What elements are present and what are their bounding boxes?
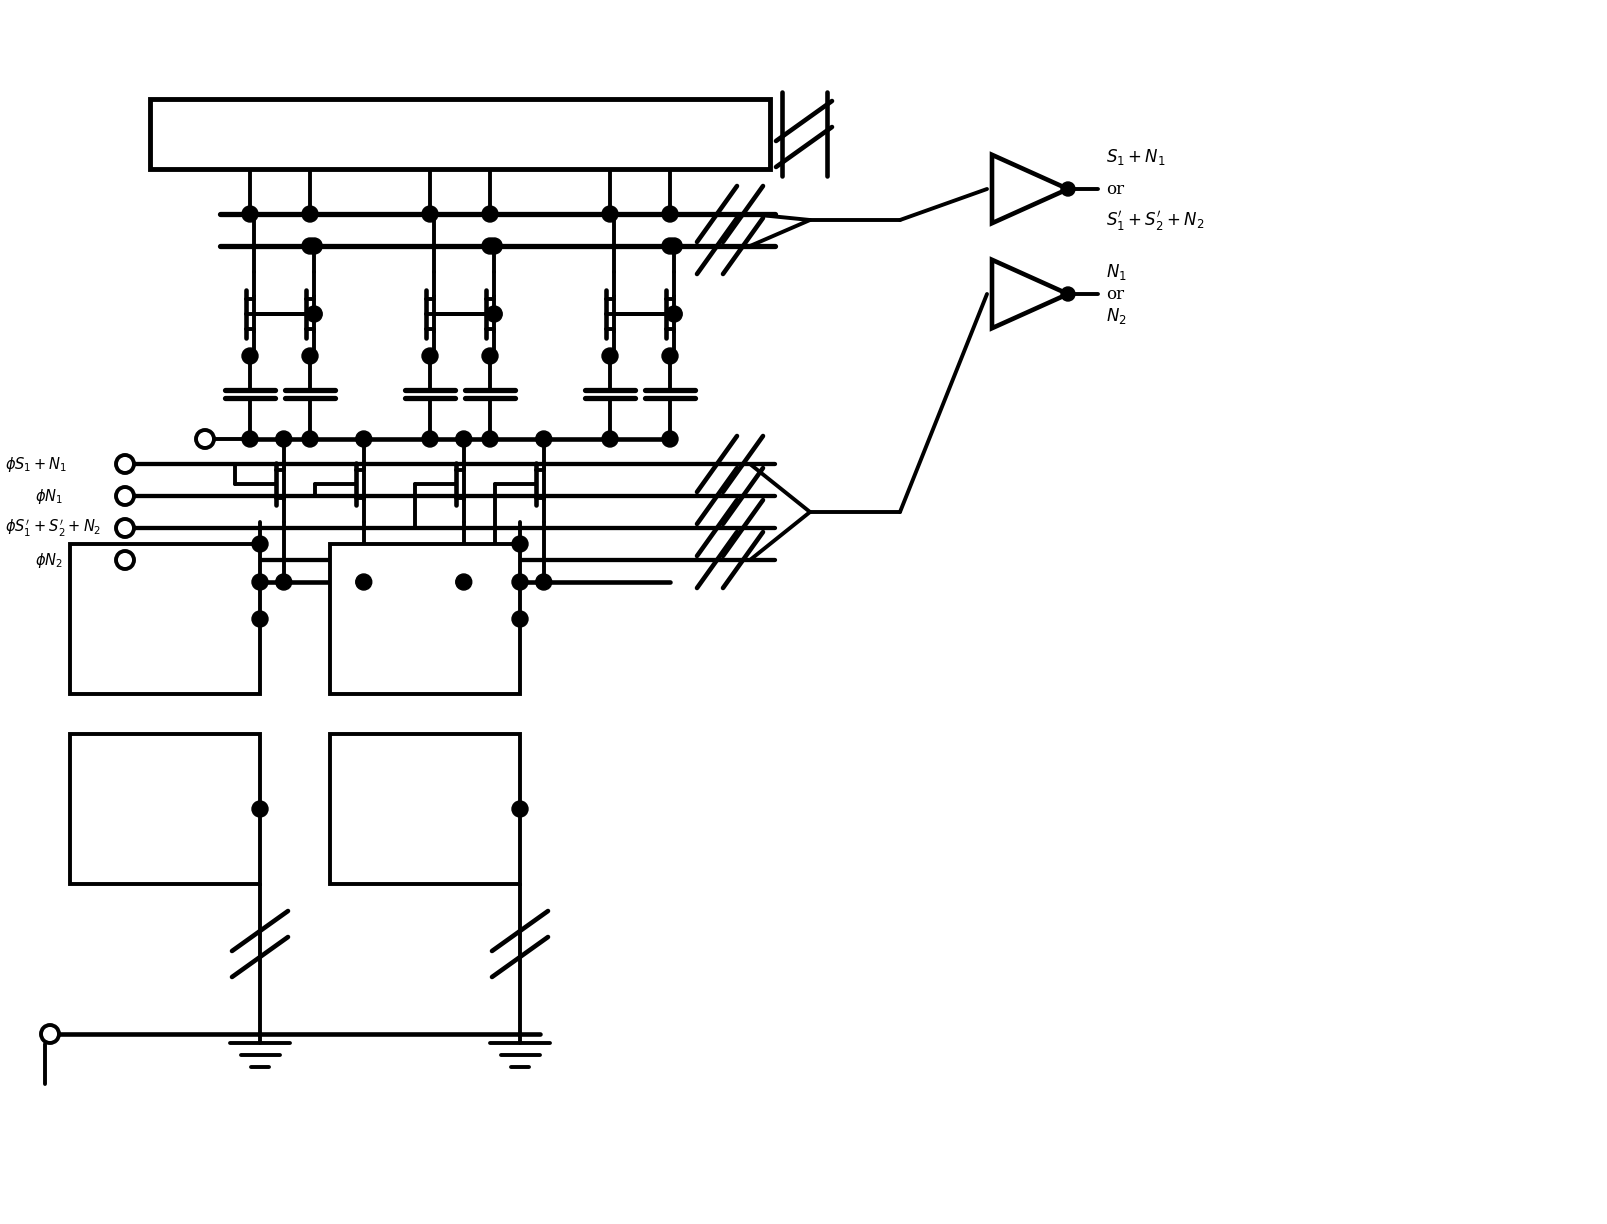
Circle shape — [252, 574, 268, 590]
Circle shape — [355, 431, 371, 447]
Circle shape — [482, 206, 498, 222]
Circle shape — [302, 206, 318, 222]
Text: Pixel: Pixel — [400, 610, 448, 628]
Circle shape — [662, 348, 678, 364]
Text: $N_2$: $N_2$ — [1106, 306, 1127, 326]
Circle shape — [603, 348, 619, 364]
Circle shape — [456, 431, 472, 447]
Circle shape — [243, 431, 259, 447]
Circle shape — [423, 206, 439, 222]
Polygon shape — [992, 259, 1069, 328]
Circle shape — [487, 237, 503, 255]
Polygon shape — [992, 154, 1069, 223]
Text: Pixel: Pixel — [400, 800, 448, 818]
Circle shape — [513, 611, 529, 627]
Circle shape — [513, 536, 529, 552]
Bar — [329, 543, 521, 694]
Text: $\phi N_2$: $\phi N_2$ — [35, 551, 63, 569]
Text: $N_1$: $N_1$ — [1106, 262, 1127, 282]
Circle shape — [252, 536, 268, 552]
Circle shape — [302, 237, 318, 255]
Circle shape — [535, 574, 551, 590]
Circle shape — [252, 800, 268, 816]
Circle shape — [662, 206, 678, 222]
Circle shape — [482, 431, 498, 447]
Circle shape — [116, 487, 133, 506]
Circle shape — [302, 431, 318, 447]
Circle shape — [252, 611, 268, 627]
Circle shape — [423, 431, 439, 447]
Bar — [71, 543, 260, 694]
Circle shape — [667, 237, 683, 255]
Circle shape — [513, 574, 529, 590]
Circle shape — [307, 237, 321, 255]
Text: $\phi N_1$: $\phi N_1$ — [35, 486, 63, 506]
Circle shape — [276, 431, 292, 447]
Circle shape — [276, 574, 292, 590]
Circle shape — [603, 431, 619, 447]
Circle shape — [423, 348, 439, 364]
Text: $\phi S_1+N_1$: $\phi S_1+N_1$ — [5, 454, 67, 474]
Circle shape — [603, 206, 619, 222]
Circle shape — [307, 306, 321, 322]
Bar — [71, 734, 260, 884]
Text: Pixel: Pixel — [141, 800, 190, 818]
Circle shape — [1061, 286, 1075, 301]
Circle shape — [482, 348, 498, 364]
Text: Pixel: Pixel — [141, 610, 190, 628]
Text: $SR^H$: $SR^H$ — [405, 120, 453, 148]
Text: or: or — [1106, 180, 1125, 197]
Circle shape — [42, 1024, 59, 1043]
Text: $\phi S_1'+S_2'+N_2$: $\phi S_1'+S_2'+N_2$ — [5, 518, 101, 539]
Circle shape — [456, 574, 472, 590]
Circle shape — [1061, 182, 1075, 196]
Circle shape — [302, 348, 318, 364]
Circle shape — [513, 800, 529, 816]
Circle shape — [116, 455, 133, 472]
Circle shape — [116, 551, 133, 569]
Text: $S_1'+S_2'+N_2$: $S_1'+S_2'+N_2$ — [1106, 209, 1204, 233]
Circle shape — [535, 431, 551, 447]
Circle shape — [355, 574, 371, 590]
Text: $S_1+N_1$: $S_1+N_1$ — [1106, 147, 1165, 166]
Circle shape — [662, 237, 678, 255]
Circle shape — [667, 306, 683, 322]
Bar — [149, 99, 770, 169]
Text: or: or — [1106, 285, 1125, 302]
Circle shape — [243, 348, 259, 364]
Circle shape — [116, 519, 133, 537]
Circle shape — [487, 306, 503, 322]
Circle shape — [482, 237, 498, 255]
Circle shape — [243, 206, 259, 222]
Bar — [329, 734, 521, 884]
Circle shape — [662, 431, 678, 447]
Circle shape — [196, 430, 214, 448]
